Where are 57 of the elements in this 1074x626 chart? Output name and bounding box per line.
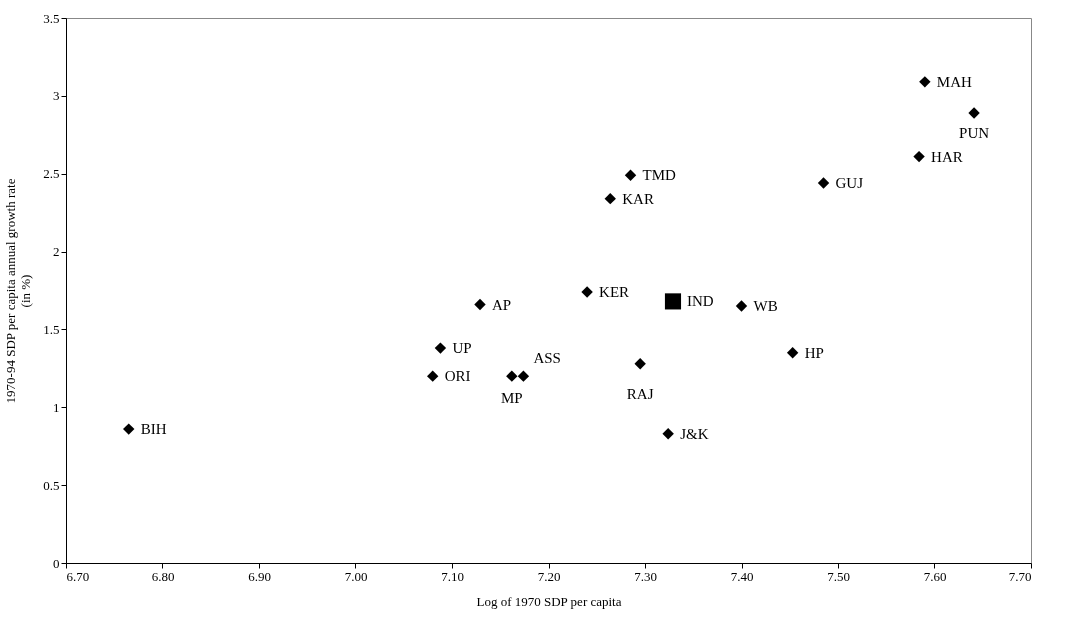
point [913,150,925,163]
y-tick-label: 3.5 [43,10,60,26]
series-label: AP [491,296,512,313]
point [664,293,682,310]
x-tick-label: 7.30 [634,568,657,584]
series-label: KAR [622,190,654,207]
series-label: PUN [959,124,990,141]
point [604,192,616,205]
x-tick-label: 6.80 [151,568,175,584]
point [427,370,439,382]
point [517,370,530,382]
point [506,370,518,382]
series-label: KER [599,284,630,301]
y-tick-label: 0.5 [43,477,60,493]
series-label: TMD [642,167,677,184]
series-label: J&K [680,425,709,442]
series-label: MAH [936,73,973,90]
point [581,286,593,298]
series-label: GUJ [835,175,864,192]
x-tick-label: 7.70 [1008,568,1032,584]
point [662,428,674,440]
point [474,298,486,311]
point [817,177,830,189]
y-tick-label: 0 [53,555,60,571]
point [624,169,637,181]
x-tick-label: 7.60 [923,568,947,584]
x-tick-label: 7.10 [441,568,464,584]
x-tick-label: 7.50 [827,568,850,584]
series-label: ASS [533,350,561,367]
y-tick-label: 3 [53,88,60,104]
x-tick-label: 7.40 [730,568,754,584]
point [123,423,135,435]
point [434,342,447,354]
point [634,357,646,370]
y-tick-label: 2 [53,244,60,260]
series-label: ORI [444,368,471,385]
series-label: RAJ [626,385,654,402]
point [735,300,748,312]
x-tick-label: 6.90 [248,568,271,584]
series-label: HAR [931,148,963,165]
x-tick-label: 7.20 [537,568,561,584]
y-tick-label: 1.5 [43,321,60,337]
point [968,107,980,119]
x-tick-label: 6.70 [66,568,90,584]
series-label: MP [500,390,523,407]
series-label: IND [686,293,714,310]
series-label: UP [452,340,472,357]
point [786,347,799,359]
y-axis-title: 1970-94 SDP per capita annual growth rate (in %) [3,178,34,404]
y-tick-label: 1 [53,399,60,415]
x-tick-label: 7.00 [344,568,368,584]
series-label: HP [804,344,824,361]
point [919,76,931,88]
series-label: BIH [140,421,167,438]
y-tick-label: 2.5 [43,166,60,182]
series-label: WB [753,298,778,315]
x-axis-title: Log of 1970 SDP per capita [476,593,622,609]
